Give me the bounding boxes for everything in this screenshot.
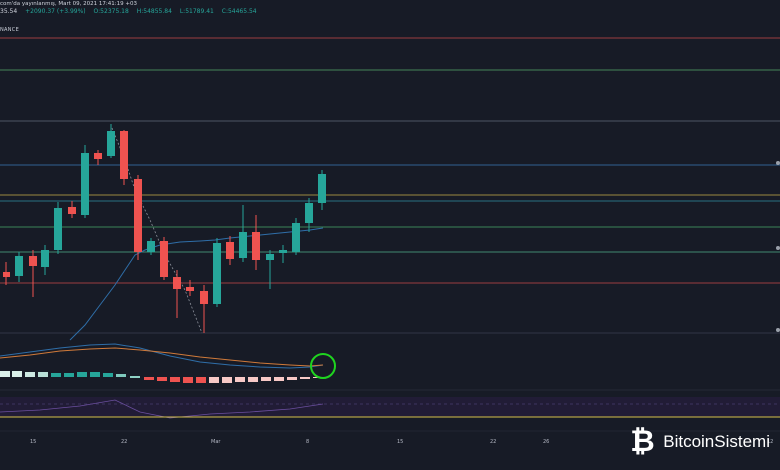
x-axis-tick: 15 (397, 439, 404, 445)
price-scale-mark (776, 161, 780, 165)
candle (252, 232, 260, 260)
candle (200, 291, 208, 304)
candle (292, 223, 300, 252)
candles (3, 124, 326, 333)
candle (318, 174, 326, 203)
logo-text: BitcoinSistemi (663, 432, 770, 451)
price-scale-mark (776, 328, 780, 332)
candle (41, 250, 49, 267)
x-axis-tick: 26 (543, 439, 550, 445)
bitcoin-icon: ₿ (630, 424, 655, 459)
histogram (0, 371, 319, 383)
close-value: C:54465.54 (221, 8, 257, 15)
candle (81, 153, 89, 215)
candle (266, 254, 274, 260)
candle (68, 207, 76, 214)
candle (15, 256, 23, 276)
watermark-logo: ₿ BitcoinSistemi (630, 422, 770, 462)
candle (213, 243, 221, 304)
low-value: L:51789.41 (179, 8, 214, 15)
candle (305, 203, 313, 223)
macd-line (0, 343, 324, 369)
candle (107, 131, 115, 156)
x-axis-tick: Mar (211, 439, 221, 445)
candle (226, 242, 234, 259)
candle (186, 287, 194, 291)
x-axis-tick: 22 (490, 439, 497, 445)
x-axis-tick: 15 (30, 439, 37, 445)
highlight-circle (310, 353, 336, 379)
exchange-label: NANCE (0, 27, 20, 33)
open-value: O:52375.18 (93, 8, 129, 15)
price-part: 35.54 (0, 8, 18, 15)
candle (147, 241, 155, 252)
candle (94, 153, 102, 159)
candle (173, 277, 181, 289)
candle (120, 131, 128, 179)
signal-line (0, 347, 324, 367)
rsi-line (0, 399, 324, 419)
moving-average-line (69, 227, 324, 341)
x-axis-tick: 8 (306, 439, 310, 445)
x-axis-tick: 12 (767, 439, 774, 445)
candle (160, 241, 168, 277)
candle (134, 179, 142, 252)
chart-header: 35.54 +2090.37 (+3.99%) O:52375.18 H:548… (0, 8, 780, 22)
price-scale-mark (776, 246, 780, 250)
change-part: +2090.37 (+3.99%) (25, 8, 86, 15)
published-info: com'da yayınlanmış, Mart 09, 2021 17:41:… (0, 1, 137, 7)
candle (239, 232, 247, 258)
candle (54, 208, 62, 250)
x-axis-tick: 22 (121, 439, 128, 445)
candle (29, 256, 37, 266)
high-value: H:54855.84 (136, 8, 172, 15)
candle (279, 250, 287, 253)
candle (3, 272, 10, 277)
